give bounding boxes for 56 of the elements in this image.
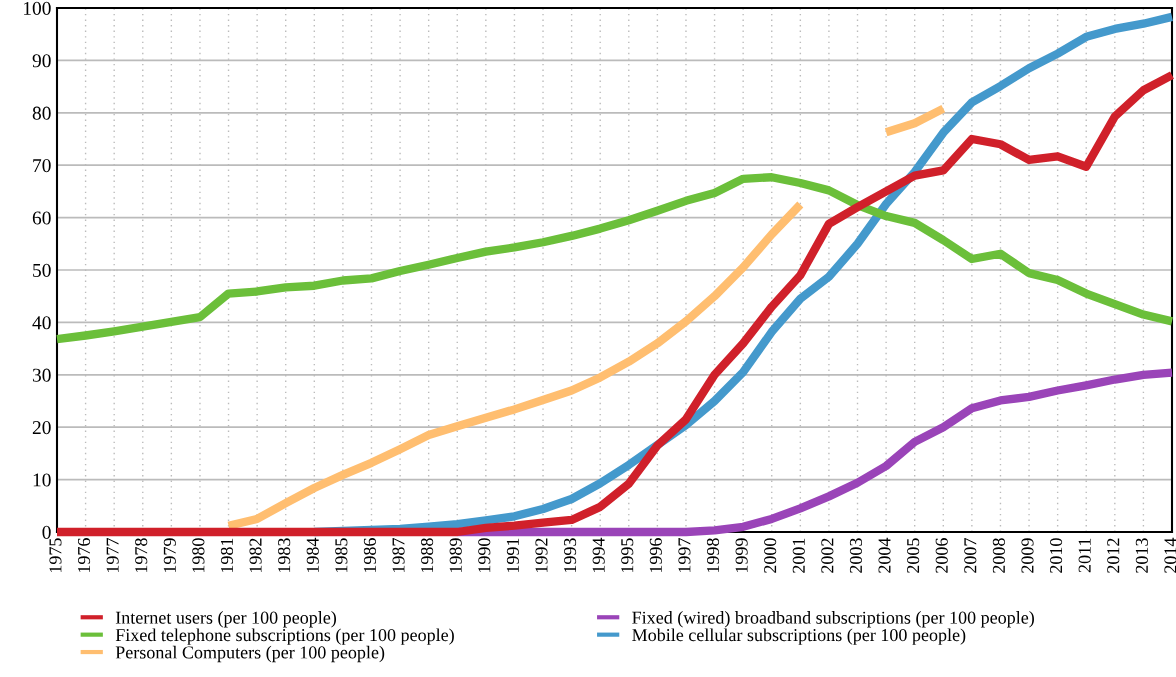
x-tick-label: 2007 — [964, 538, 977, 573]
x-tick-label: 1999 — [735, 538, 748, 573]
x-tick-label: 1981 — [220, 538, 234, 573]
x-tick-label: 1982 — [249, 538, 262, 573]
x-tick-label: 2005 — [907, 538, 920, 573]
x-tick-label: 2008 — [992, 538, 1005, 573]
y-tick-label: 10 — [33, 473, 51, 487]
y-tick-label: 40 — [32, 316, 51, 330]
x-tick-label: 2013 — [1135, 538, 1148, 573]
x-tick-label: 1976 — [77, 538, 91, 573]
y-tick-label: 100 — [23, 1, 51, 15]
x-tick-label: 1985 — [335, 538, 348, 573]
x-tick-label: 1994 — [592, 537, 605, 573]
x-tick-label: 1986 — [363, 538, 377, 573]
y-tick-label: 50 — [33, 263, 51, 277]
x-tick-label: 2014 — [1164, 537, 1176, 573]
y-tick-label: 30 — [32, 368, 51, 382]
x-tick-label: 1995 — [621, 538, 634, 573]
y-tick-label: 90 — [32, 54, 51, 68]
x-tick-label: 2004 — [878, 537, 891, 573]
x-tick-label: 1988 — [421, 538, 434, 573]
y-tick-label: 0 — [42, 525, 51, 539]
x-tick-label: 1993 — [564, 538, 577, 573]
x-tick-label: 2002 — [821, 538, 834, 573]
y-tick-label: 60 — [32, 211, 51, 225]
x-tick-label: 2003 — [849, 538, 863, 573]
x-tick-label: 1989 — [449, 538, 462, 573]
x-tick-label: 2012 — [1107, 538, 1120, 573]
x-tick-label: 1983 — [278, 538, 291, 573]
x-tick-label: 1992 — [535, 538, 548, 573]
x-tick-label: 1990 — [478, 538, 491, 573]
x-tick-label: 2010 — [1049, 538, 1063, 573]
y-tick-label: 80 — [32, 106, 51, 120]
legend-label: Personal Computers (per 100 people) — [115, 645, 385, 663]
x-tick-label: 2000 — [764, 538, 777, 573]
x-tick-label: 1997 — [678, 538, 691, 573]
x-tick-label: 2009 — [1021, 538, 1034, 573]
x-tick-label: 1978 — [135, 538, 148, 573]
legend-label: Mobile cellular subscriptions (per 100 people) — [632, 628, 966, 645]
x-tick-label: 1998 — [706, 538, 720, 573]
x-tick-label: 1977 — [106, 538, 119, 573]
y-tick-label: 20 — [32, 421, 51, 435]
x-tick-label: 1987 — [392, 538, 405, 573]
legend-label: Fixed telephone subscriptions (per 100 people) — [115, 628, 454, 645]
x-tick-label: 1996 — [649, 538, 662, 573]
x-tick-label: 1975 — [49, 538, 62, 573]
x-tick-label: 2011 — [1078, 538, 1091, 573]
x-tick-label: 1991 — [506, 538, 519, 573]
x-tick-label: 1979 — [163, 538, 176, 573]
legend-label: Fixed (wired) broadband subscriptions (per 100 people) — [632, 611, 1034, 628]
x-tick-label: 2001 — [792, 538, 805, 573]
x-tick-label: 1980 — [192, 538, 205, 573]
legend-label: Internet users (per 100 people) — [115, 611, 337, 628]
y-tick-label: 70 — [33, 159, 51, 173]
x-tick-label: 1984 — [306, 537, 319, 573]
x-tick-label: 2006 — [935, 538, 948, 573]
